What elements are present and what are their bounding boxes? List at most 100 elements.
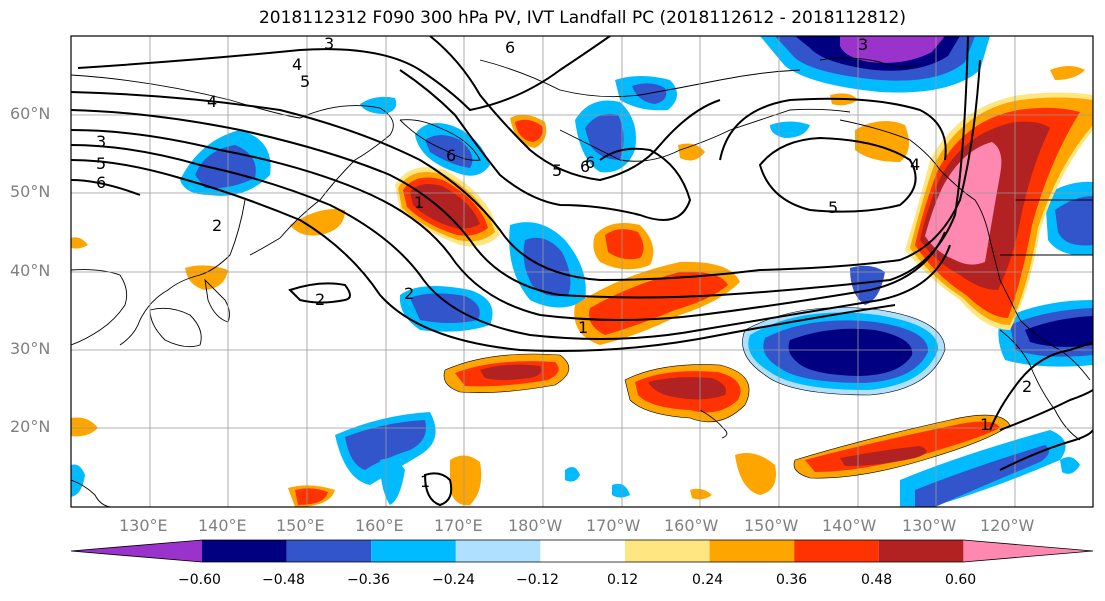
contour-line [423,472,453,507]
coastline [699,409,728,439]
colorbar-swatch [371,540,456,562]
lat-label: 60°N [10,104,51,123]
contour-label: 2 [1022,377,1032,396]
contour-labels: 3 6 4 5 4 3 5 6 6 2 1 6 5 6 5 4 2 1 2 3 … [96,35,1032,491]
colorbar-tick-label: 0.60 [945,572,977,588]
lon-label: 120°W [980,516,1035,535]
colorbar-swatch [455,540,541,562]
shade-region [410,293,480,323]
lon-label: 130°W [902,516,957,535]
contour-label: 3 [858,35,868,54]
contour-line [71,36,969,299]
contour-line [999,389,1093,431]
shade-region [195,145,256,189]
contour-label: 2 [212,216,222,235]
contour-label: 3 [96,132,106,151]
coastline [399,119,481,161]
shade-region [295,488,328,505]
contour-line [429,36,721,182]
contour-label: 6 [505,38,515,57]
colorbar-tick-label: 0.48 [861,572,893,588]
colorbar-extend-low [71,540,202,562]
contour-line [288,282,351,304]
lon-label: 170°E [434,516,483,535]
shade-region [648,377,727,400]
shade-region [523,237,571,297]
coastline [839,119,1091,381]
contour-line [71,159,896,352]
colorbar-swatch [286,540,372,562]
contour-label: 5 [96,154,106,173]
shade-region [565,466,580,482]
coastline [1000,199,1093,256]
shade-region [515,119,543,142]
colorbar-tick-label: 0.36 [776,572,808,588]
lon-label: 180°W [508,516,563,535]
colorbar-tick-label: −0.60 [178,572,221,588]
shade-region [290,209,345,236]
shade-region [410,184,480,229]
colorbar-swatch [202,540,287,562]
colorbar-swatch [878,540,964,562]
contour-label: 6 [585,153,595,172]
colorbar-swatch [709,540,795,562]
shade-region [840,36,945,63]
coastline [71,479,111,507]
shade-region [1060,456,1080,474]
coastline [204,278,230,323]
coastline [119,199,246,346]
contour-label: 1 [578,318,588,337]
shade-region [770,121,810,138]
lat-label: 40°N [10,261,51,280]
contour-label: 5 [300,72,310,91]
lon-label: 140°E [198,516,247,535]
lat-label: 30°N [10,339,51,358]
lon-label: 160°E [355,516,404,535]
colorbar-tick-label: −0.24 [432,572,475,588]
shade-outlines [443,307,1011,479]
shade-region [71,237,88,249]
coastline [999,329,1081,441]
contour-line [989,342,1093,431]
contour-label: 2 [315,290,325,309]
contour-line [71,129,946,321]
lon-label: 160°W [664,516,719,535]
shade-region [360,96,397,114]
contour-label: 6 [580,157,590,176]
colorbar-tick-label: 0.12 [607,572,639,588]
lon-label: 130°E [119,516,168,535]
contour-label: 6 [446,146,456,165]
colorbar-tick-label: −0.36 [347,572,390,588]
contour-label: 4 [910,155,920,174]
contour-line [399,69,692,221]
shade-region [425,135,473,168]
lon-label: 150°W [744,516,799,535]
contour-label: 5 [552,161,562,180]
gridlines [71,36,1093,507]
contour-line [999,429,1093,471]
coastline [149,307,202,348]
colorbar-tick-label: 0.24 [692,572,724,588]
shade-region [71,417,98,437]
contour-line [719,97,947,161]
colorbar-tick-label: −0.48 [262,572,305,588]
colorbar-swatch [540,540,625,562]
shade-region [850,265,885,305]
contour-line [71,59,981,282]
lon-label: 150°E [276,516,325,535]
shade-region [480,364,542,380]
contour-label: 5 [828,198,838,217]
colorbar-tick-label: −0.12 [516,572,559,588]
contour-label: 4 [292,55,302,74]
ivt-contours [71,36,1093,507]
contour-line [71,179,141,196]
colorbar [70,539,1094,563]
contour-line [77,36,611,112]
shade-region [678,143,705,161]
shade-region [840,446,927,466]
shade-region [450,455,482,506]
lon-label: 140°W [822,516,877,535]
colorbar-swatch [794,540,879,562]
contour-label: 1 [980,415,990,434]
contour-label: 1 [420,472,430,491]
